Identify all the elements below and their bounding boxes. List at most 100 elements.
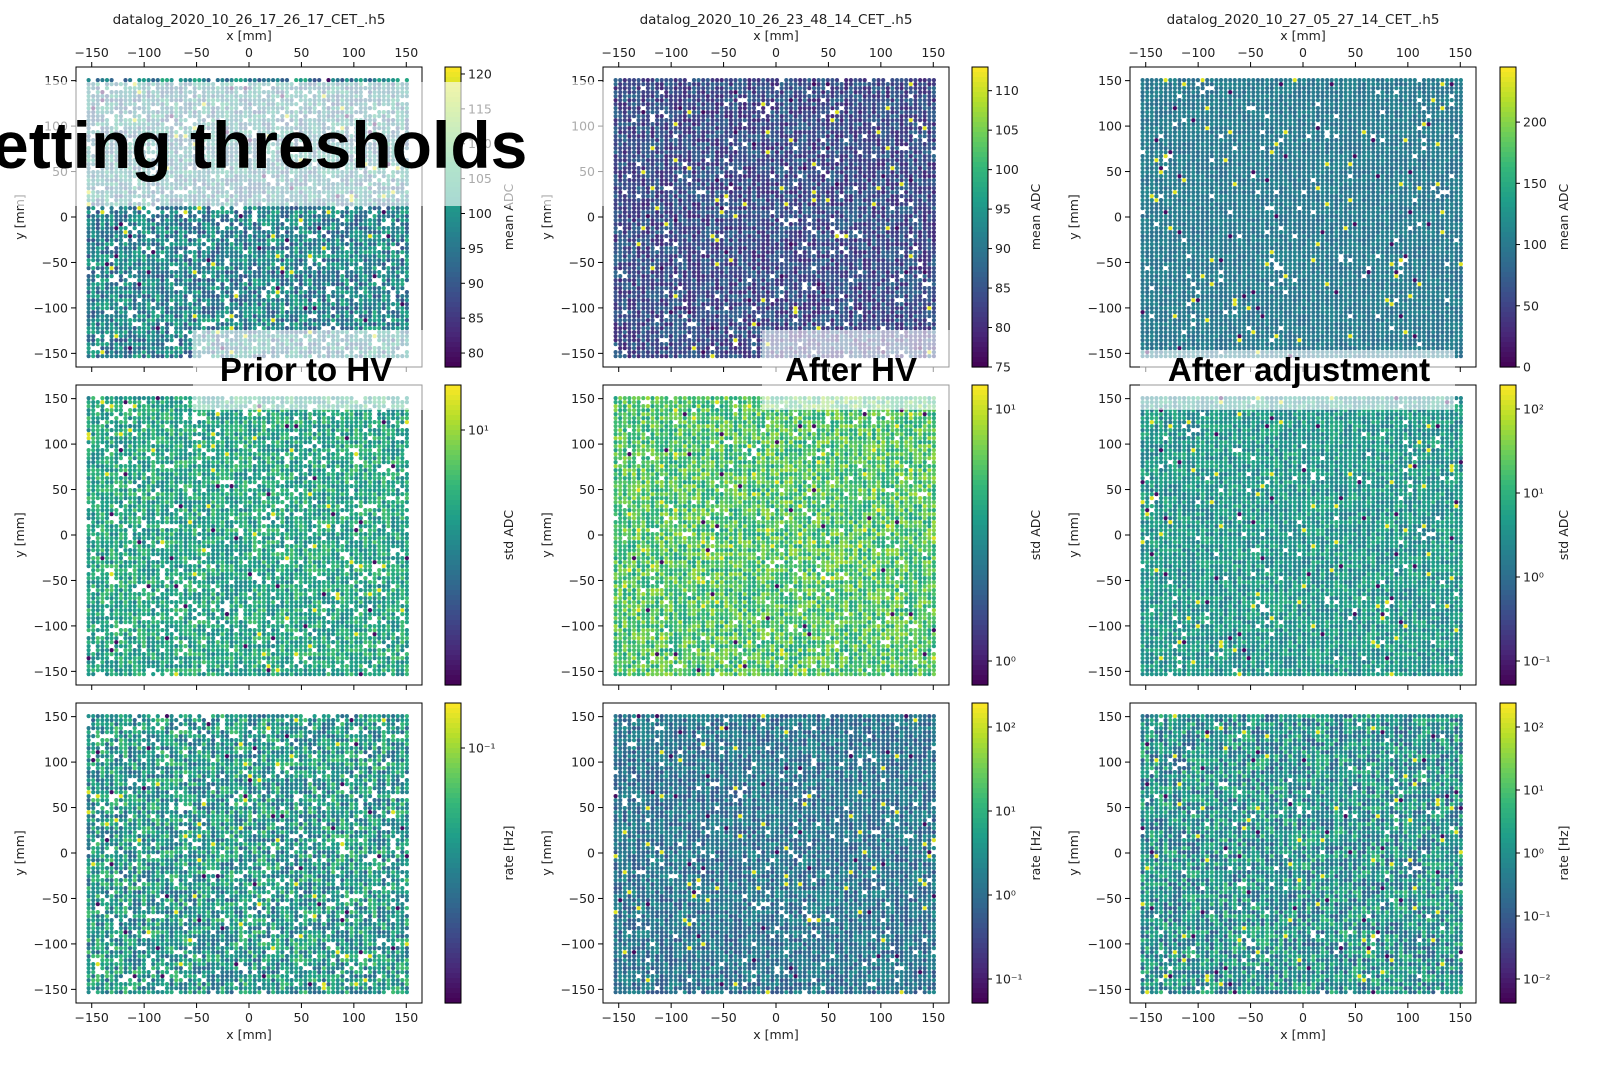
- data-point: [391, 254, 395, 258]
- data-point: [285, 266, 289, 270]
- data-point: [202, 270, 206, 274]
- data-point: [345, 254, 349, 258]
- data-point: [396, 314, 400, 318]
- data-point: [308, 274, 312, 278]
- data-point: [128, 350, 132, 354]
- data-point: [156, 302, 160, 306]
- data-point: [137, 278, 141, 282]
- data-point: [165, 326, 169, 330]
- data-point: [299, 286, 303, 290]
- data-point: [322, 322, 326, 326]
- data-point: [405, 218, 409, 222]
- data-point: [354, 326, 358, 330]
- data-point: [623, 298, 627, 302]
- data-point: [110, 342, 114, 346]
- data-point: [91, 242, 95, 246]
- data-point: [142, 354, 146, 358]
- data-point: [230, 262, 234, 266]
- data-point: [368, 278, 372, 282]
- data-point: [253, 310, 257, 314]
- data-point: [165, 338, 169, 342]
- data-point: [276, 250, 280, 254]
- data-point: [243, 326, 247, 330]
- data-point: [110, 78, 114, 82]
- data-point: [618, 106, 622, 110]
- data-point: [133, 206, 137, 210]
- data-point: [299, 262, 303, 266]
- data-point: [193, 262, 197, 266]
- data-point: [174, 350, 178, 354]
- data-point: [179, 338, 183, 342]
- data-point: [271, 302, 275, 306]
- data-point: [160, 206, 164, 210]
- data-point: [128, 78, 132, 82]
- data-point: [276, 242, 280, 246]
- data-point: [359, 222, 363, 226]
- data-point: [280, 246, 284, 250]
- colorbar-segment: [445, 207, 461, 213]
- data-point: [400, 310, 404, 314]
- data-point: [211, 238, 215, 242]
- data-point: [257, 222, 261, 226]
- data-point: [373, 258, 377, 262]
- data-point: [368, 230, 372, 234]
- data-point: [156, 346, 160, 350]
- data-point: [156, 294, 160, 298]
- data-point: [405, 306, 409, 310]
- data-point: [216, 274, 220, 278]
- data-point: [87, 226, 91, 230]
- colorbar-tick-label: 120: [468, 66, 492, 81]
- data-point: [326, 266, 330, 270]
- data-point: [308, 306, 312, 310]
- data-point: [170, 78, 174, 82]
- data-point: [100, 254, 104, 258]
- data-point: [183, 334, 187, 338]
- data-point: [91, 314, 95, 318]
- data-point: [313, 290, 317, 294]
- data-point: [368, 258, 372, 262]
- data-point: [308, 322, 312, 326]
- data-point: [211, 222, 215, 226]
- data-point: [188, 218, 192, 222]
- data-point: [188, 322, 192, 326]
- data-point: [313, 238, 317, 242]
- data-point: [257, 302, 261, 306]
- data-point: [137, 254, 141, 258]
- data-point: [262, 278, 266, 282]
- data-point: [123, 250, 127, 254]
- data-point: [128, 322, 132, 326]
- data-point: [100, 218, 104, 222]
- data-point: [151, 342, 155, 346]
- data-point: [363, 278, 367, 282]
- data-point: [151, 250, 155, 254]
- data-point: [627, 122, 631, 126]
- data-point: [105, 274, 109, 278]
- data-point: [142, 338, 146, 342]
- data-point: [165, 310, 169, 314]
- data-point: [257, 322, 261, 326]
- data-point: [160, 278, 164, 282]
- data-point: [147, 298, 151, 302]
- data-point: [322, 206, 326, 210]
- data-point: [100, 250, 104, 254]
- data-point: [299, 298, 303, 302]
- data-point: [151, 326, 155, 330]
- data-point: [386, 206, 390, 210]
- data-point: [359, 206, 363, 210]
- data-point: [206, 222, 210, 226]
- data-point: [114, 318, 118, 322]
- data-point: [128, 354, 132, 358]
- data-point: [87, 218, 91, 222]
- data-point: [206, 246, 210, 250]
- data-point: [276, 222, 280, 226]
- data-point: [211, 290, 215, 294]
- data-point: [123, 350, 127, 354]
- data-point: [336, 322, 340, 326]
- data-point: [618, 274, 622, 278]
- data-point: [290, 294, 294, 298]
- data-point: [623, 106, 627, 110]
- data-point: [137, 250, 141, 254]
- data-point: [211, 314, 215, 318]
- data-point: [313, 326, 317, 330]
- data-point: [382, 242, 386, 246]
